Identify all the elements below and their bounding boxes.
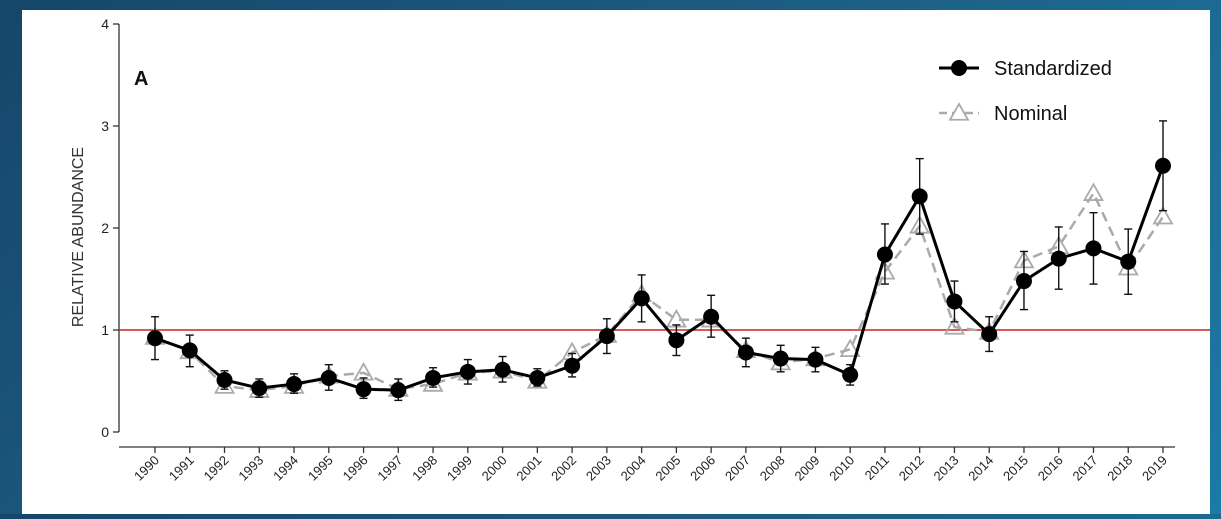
- standardized-point: [668, 332, 685, 349]
- x-tick-label: 2016: [1035, 453, 1066, 484]
- nominal-point: [839, 338, 861, 358]
- y-axis-title: RELATIVE ABUNDANCE: [70, 147, 87, 327]
- standardized-point: [1155, 157, 1171, 174]
- x-tick-label: 2012: [896, 453, 927, 484]
- standardized-point: [598, 328, 615, 345]
- standardized-point: [425, 369, 442, 386]
- x-tick-label: 1995: [305, 453, 336, 484]
- standardized-point: [181, 342, 198, 359]
- x-tick-label: 2000: [479, 453, 510, 484]
- standardized-point: [355, 381, 372, 398]
- x-tick-label: 2009: [791, 453, 822, 484]
- x-tick-label: 1996: [340, 453, 371, 484]
- standardized-point: [842, 366, 859, 383]
- x-tick-label: 1992: [201, 453, 232, 484]
- x-tick-label: 1997: [374, 453, 405, 484]
- x-tick-label: 1990: [131, 453, 162, 484]
- x-tick-label: 2010: [826, 453, 857, 484]
- standardized-point: [529, 369, 546, 386]
- legend-nominal-marker: [948, 102, 970, 121]
- y-tick-label: 2: [101, 220, 109, 236]
- legend-standardized-label: Standardized: [994, 58, 1112, 80]
- standardized-point: [981, 326, 998, 343]
- standardized-point: [459, 363, 476, 380]
- x-tick-label: 2007: [722, 453, 753, 484]
- x-tick-label: 1993: [235, 453, 266, 484]
- x-tick-label: 2003: [583, 453, 614, 484]
- x-tick-label: 2011: [862, 453, 892, 483]
- standardized-point: [876, 246, 893, 263]
- standardized-point: [737, 344, 754, 361]
- x-tick-label: 1991: [166, 453, 197, 484]
- y-tick-label: 4: [101, 16, 109, 32]
- standardized-point: [772, 350, 789, 367]
- standardized-point: [216, 371, 233, 388]
- standardized-series-line: [154, 165, 1165, 392]
- x-tick-label: 2014: [965, 453, 996, 484]
- series-layer: [144, 120, 1174, 402]
- legend-standardized-marker: [951, 60, 967, 76]
- nominal-point: [1082, 182, 1105, 201]
- standardized-point: [807, 351, 824, 368]
- standardized-point: [633, 290, 650, 307]
- legend-nominal-label: Nominal: [994, 103, 1067, 125]
- x-tick-label: 2006: [687, 453, 718, 484]
- legend: Standardized Nominal: [939, 58, 1112, 125]
- x-tick-label: 2008: [757, 453, 788, 484]
- panel-label: A: [134, 68, 148, 90]
- nominal-series-line: [154, 190, 1165, 392]
- x-tick-label: 2013: [931, 453, 962, 484]
- x-tick-label: 2017: [1070, 453, 1101, 484]
- standardized-point: [946, 293, 963, 310]
- y-tick-label: 1: [101, 322, 109, 338]
- standardized-point: [251, 380, 268, 397]
- standardized-point: [286, 376, 303, 393]
- standardized-point: [1015, 273, 1032, 290]
- standardized-point: [1050, 250, 1067, 267]
- standardized-point: [703, 308, 720, 325]
- x-tick-label: 2019: [1139, 453, 1170, 484]
- standardized-point: [147, 330, 163, 347]
- x-tick-label: 2005: [652, 453, 683, 484]
- y-tick-label: 0: [101, 424, 109, 440]
- x-tick-label: 1998: [409, 453, 440, 484]
- standardized-point: [320, 369, 337, 386]
- x-tick-label: 2002: [548, 453, 579, 484]
- standardized-point: [1120, 253, 1137, 270]
- standardized-point: [911, 188, 928, 205]
- x-tick-label: 1994: [270, 453, 301, 484]
- x-tick-label: 2001: [513, 453, 544, 484]
- x-tick-label: 2004: [618, 453, 649, 484]
- x-tick-label: 1999: [444, 453, 475, 484]
- standardized-point: [1085, 240, 1102, 257]
- x-tick-label: 2015: [1000, 453, 1031, 484]
- nominal-point: [1152, 205, 1174, 225]
- nominal-point: [943, 316, 965, 335]
- standardized-point: [390, 382, 407, 399]
- chart-panel: 0 1 2 3 4 1990 1991 1992 1993 1994 1995 1996 1997 199…: [22, 10, 1210, 514]
- y-tick-label: 3: [101, 118, 109, 134]
- x-tick-label: 2018: [1104, 453, 1135, 484]
- standardized-point: [494, 361, 511, 378]
- standardized-point: [564, 357, 581, 374]
